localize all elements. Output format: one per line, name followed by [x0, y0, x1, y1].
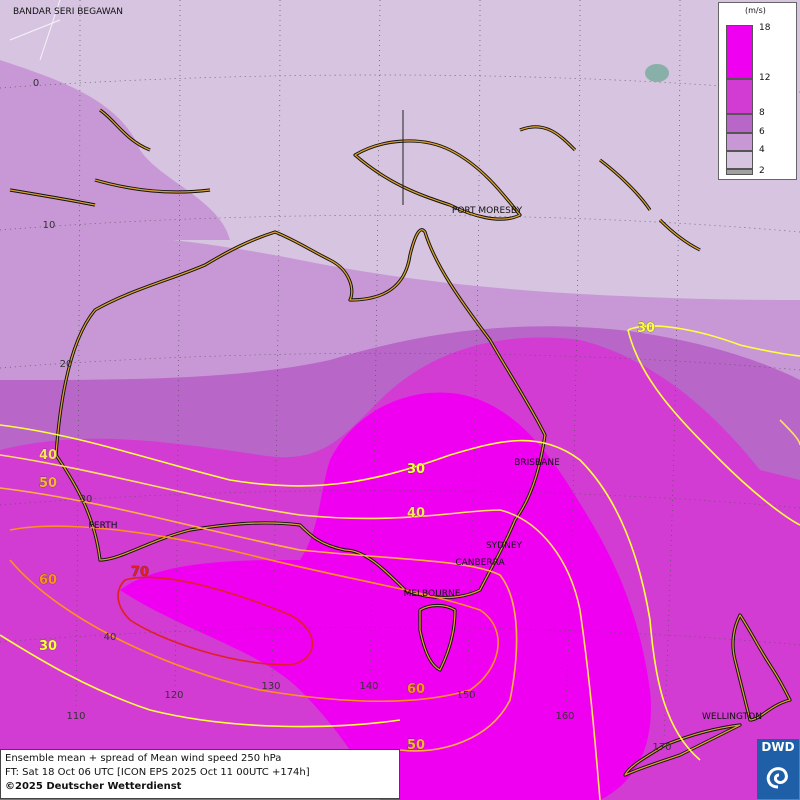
legend-swatch [726, 151, 753, 169]
isotach-label: 70 [131, 565, 149, 580]
grid-label: 10 [43, 220, 56, 231]
grid-label: 110 [66, 711, 85, 722]
legend-label: 18 [759, 23, 771, 33]
city-labels: BANDAR SERI BEGAWAN PORT MORESBY BRISBANE P… [13, 7, 762, 722]
isotach-label: 40 [407, 506, 425, 521]
isotach-label: 60 [407, 682, 425, 697]
legend-swatch [726, 133, 753, 151]
grid-label: 0 [33, 78, 39, 89]
dwd-logo-text: DWD [761, 740, 795, 754]
city-label: BRISBANE [514, 458, 560, 468]
city-label: PORT MORESBY [452, 206, 523, 216]
city-label: BANDAR SERI BEGAWAN [13, 7, 123, 17]
city-label: SYDNEY [486, 541, 523, 551]
legend-label: 2 [759, 166, 765, 176]
legend-unit: (m/s) [745, 6, 766, 15]
city-label: WELLINGTON [702, 712, 762, 722]
isotach-label: 30 [637, 321, 655, 336]
city-label: PERTH [89, 521, 118, 531]
grid-label: 150 [456, 690, 475, 701]
info-box: Ensemble mean + spread of Mean wind spee… [0, 749, 400, 799]
graticule [0, 0, 800, 741]
legend-swatch [726, 114, 753, 133]
grid-label: 170 [652, 742, 671, 753]
info-title: Ensemble mean + spread of Mean wind spee… [5, 753, 282, 764]
grid-label: 40 [104, 632, 117, 643]
isotach-label: 30 [407, 462, 425, 477]
grid-label: 120 [164, 690, 183, 701]
contour-labels: 30 40 30 50 40 60 70 30 60 50 [39, 321, 656, 754]
legend-label: 4 [759, 145, 765, 155]
grid-labels: 0 10 20 30 40 110 120 130 140 150 160 170 [33, 78, 672, 753]
legend: (m/s) 18 12 8 6 4 2 [718, 2, 797, 180]
grid-label: 20 [60, 359, 73, 370]
info-copyright: ©2025 Deutscher Wetterdienst [5, 781, 182, 792]
isotach-label: 40 [39, 448, 57, 463]
legend-label: 8 [759, 108, 765, 118]
dwd-swirl-icon [766, 767, 788, 789]
grid-label: 130 [261, 681, 280, 692]
grid-label: 30 [80, 494, 93, 505]
grid-label: 140 [359, 681, 378, 692]
isotach-label: 50 [407, 738, 425, 753]
grid-label: 160 [555, 711, 574, 722]
city-label: MELBOURNE [404, 589, 461, 599]
info-forecast-time: FT: Sat 18 Oct 06 UTC [ICON EPS 2025 Oct… [5, 767, 310, 778]
legend-label: 6 [759, 127, 765, 137]
isotach-label: 30 [39, 639, 57, 654]
coastlines [9, 0, 792, 777]
city-label: CANBERRA [455, 558, 505, 568]
isotach-label: 60 [39, 573, 57, 588]
isotach-label: 50 [39, 476, 57, 491]
legend-swatch [726, 25, 753, 79]
dwd-logo: DWD [757, 739, 799, 799]
legend-swatch [726, 169, 753, 175]
isotachs [0, 325, 800, 800]
legend-label: 12 [759, 73, 771, 83]
legend-swatch [726, 79, 753, 114]
